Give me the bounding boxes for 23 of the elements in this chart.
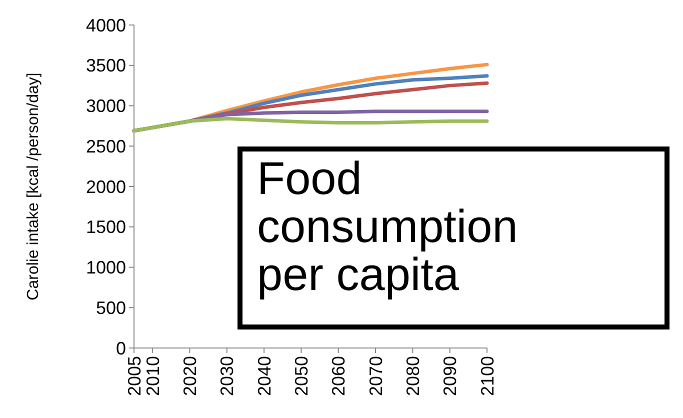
x-tick-label: 2040 [254, 356, 274, 396]
x-tick-label: 2070 [366, 356, 386, 396]
x-tick-label: 2010 [142, 356, 163, 396]
y-axis-title: Carolie intake [kcal /person/day] [25, 72, 42, 300]
x-tick-label: 2030 [217, 356, 238, 396]
y-tick-label: 500 [96, 298, 126, 318]
y-tick-label: 1500 [86, 217, 126, 238]
y-tick-label: 2500 [86, 136, 126, 156]
x-tick-label: 2050 [292, 356, 312, 396]
x-tick-label: 2005 [124, 356, 144, 396]
y-tick-label: 2000 [86, 176, 126, 197]
y-tick-label: 3000 [86, 96, 126, 116]
y-tick-label: 3500 [86, 56, 126, 76]
y-tick-label: 4000 [86, 15, 126, 36]
x-tick-label: 2020 [180, 356, 200, 396]
x-tick-label: 2100 [477, 356, 498, 396]
line-series [132, 116, 489, 133]
x-tick-label: 2080 [402, 356, 423, 396]
y-tick-label: 1000 [86, 258, 126, 278]
y-tick-label: 0 [116, 338, 126, 358]
x-tick-label: 2060 [328, 356, 349, 396]
x-tick-label: 2090 [440, 356, 460, 396]
text: Food consumption per capita [257, 152, 518, 300]
